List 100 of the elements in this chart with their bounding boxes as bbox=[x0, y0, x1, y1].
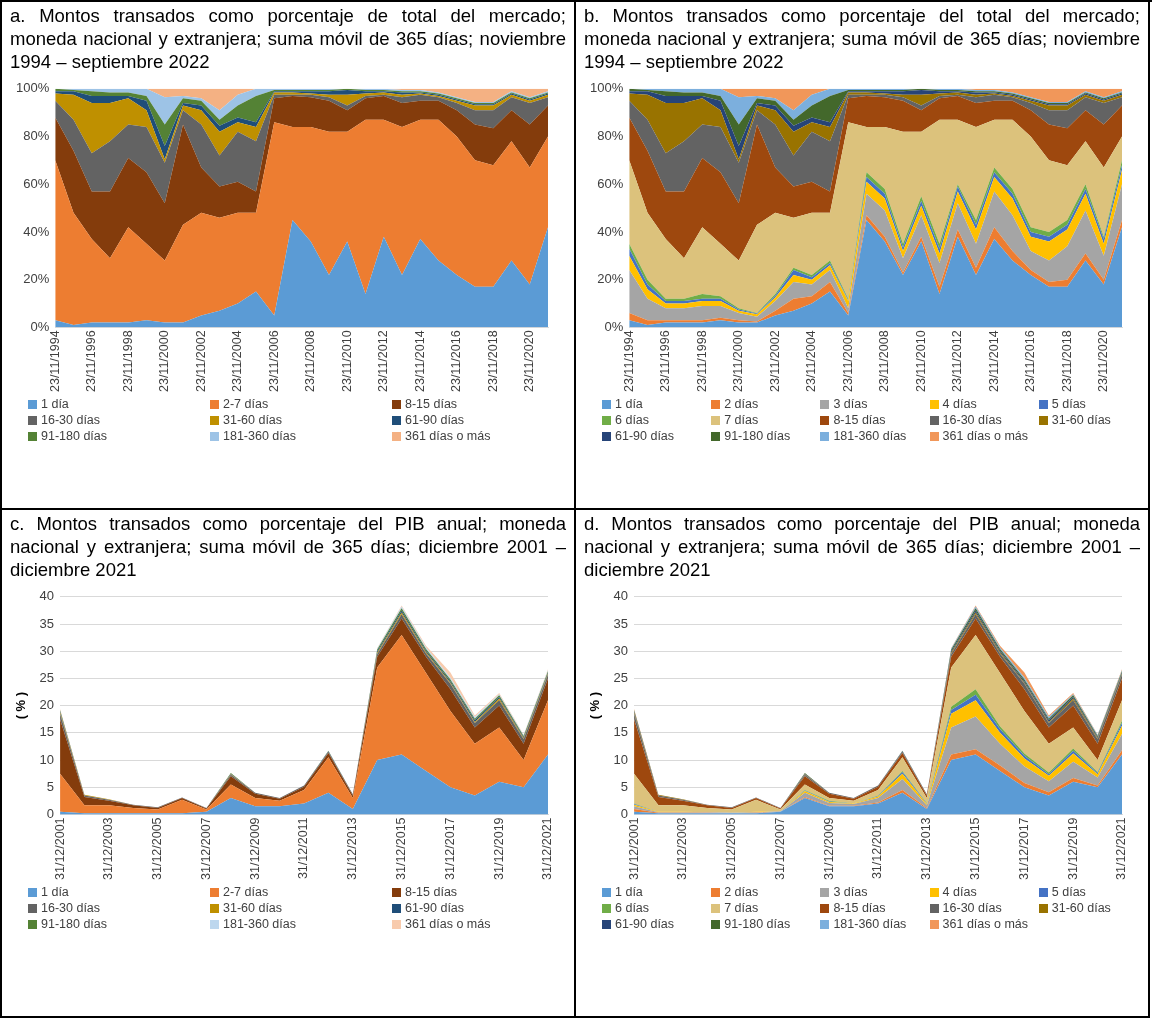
x-tick-label: 23/11/2018 bbox=[1059, 330, 1074, 393]
x-tick-label: 23/11/2018 bbox=[485, 330, 500, 393]
x-tick-label: 23/11/2012 bbox=[376, 330, 391, 393]
legend-label: 8-15 días bbox=[405, 397, 458, 411]
x-tick-label: 31/12/2009 bbox=[247, 817, 262, 880]
legend-label: 181-360 días bbox=[223, 917, 296, 931]
legend-label: 91-180 días bbox=[41, 917, 108, 931]
y-tick-label: 20 bbox=[39, 697, 55, 713]
legend-label: 16-30 días bbox=[942, 413, 1002, 427]
legend-label: 31-60 días bbox=[1051, 413, 1111, 427]
legend-label: 2-7 días bbox=[223, 397, 269, 411]
legend-label: 361 días o más bbox=[942, 917, 1029, 931]
x-tick-label: 31/12/2015 bbox=[968, 817, 983, 880]
legend-label: 16-30 días bbox=[41, 413, 101, 427]
y-tick-label: 5 bbox=[620, 778, 629, 794]
x-tick-label: 31/12/2011 bbox=[296, 817, 311, 880]
legend-label: 2 días bbox=[724, 397, 759, 411]
x-tick-label: 23/11/1996 bbox=[658, 330, 673, 393]
x-tick-label: 31/12/2019 bbox=[491, 817, 506, 880]
legend-label: 2 días bbox=[724, 885, 759, 899]
x-tick-label: 23/11/1994 bbox=[47, 330, 62, 393]
legend-label: 181-360 días bbox=[223, 429, 296, 443]
legend-label: 6 días bbox=[615, 901, 650, 915]
legend-label: 31-60 días bbox=[223, 413, 283, 427]
legend-label: 7 días bbox=[724, 413, 759, 427]
x-tick-label: 31/12/2021 bbox=[1114, 817, 1129, 880]
y-tick-label: 35 bbox=[39, 615, 55, 631]
x-tick-label: 31/12/2017 bbox=[442, 817, 457, 880]
legend-label: 61-90 días bbox=[615, 917, 675, 931]
y-tick-label: 30 bbox=[39, 642, 55, 658]
legend-label: 3 días bbox=[833, 397, 868, 411]
x-tick-label: 23/11/2006 bbox=[840, 330, 855, 393]
y-tick-label: 100% bbox=[16, 80, 50, 96]
x-tick-label: 31/12/2011 bbox=[870, 817, 885, 880]
legend-label: 8-15 días bbox=[405, 885, 458, 899]
chart-title: b. Montos transados como porcentaje del total del mercado; moneda nacional y extranjera; suma móvil de 365 días; noviembre 1994 – septiembre 2022 bbox=[584, 4, 1140, 73]
legend-label: 3 días bbox=[833, 885, 868, 899]
chart-title: d. Montos transados como porcentaje del PIB anual; moneda nacional y extranjera; suma móvil de 365 días; diciembre 2001 – diciembre 2021 bbox=[584, 512, 1140, 581]
legend-label: 7 días bbox=[724, 901, 759, 915]
x-tick-label: 23/11/2014 bbox=[986, 330, 1001, 393]
x-tick-label: 23/11/2004 bbox=[230, 330, 245, 393]
x-tick-label: 31/12/2007 bbox=[198, 817, 213, 880]
legend-label: 16-30 días bbox=[942, 901, 1002, 915]
y-tick-label: 40% bbox=[597, 223, 624, 239]
y-axis-title: ( % ) bbox=[13, 691, 29, 720]
x-tick-label: 23/11/1996 bbox=[84, 330, 99, 393]
x-tick-label: 23/11/2020 bbox=[522, 330, 537, 393]
y-tick-label: 100% bbox=[590, 80, 624, 96]
legend-label: 1 día bbox=[615, 397, 643, 411]
legend-label: 61-90 días bbox=[405, 413, 465, 427]
y-tick-label: 35 bbox=[613, 615, 629, 631]
legend-label: 4 días bbox=[942, 885, 977, 899]
x-tick-label: 23/11/2000 bbox=[157, 330, 172, 393]
y-tick-label: 5 bbox=[46, 778, 55, 794]
x-tick-label: 31/12/2019 bbox=[1065, 817, 1080, 880]
y-tick-label: 0% bbox=[30, 318, 50, 334]
y-tick-label: 15 bbox=[613, 724, 629, 740]
legend-label: 1 día bbox=[41, 397, 69, 411]
x-tick-label: 23/11/2008 bbox=[303, 330, 318, 393]
legend-label: 361 días o más bbox=[942, 429, 1029, 443]
x-tick-label: 31/12/2013 bbox=[345, 817, 360, 880]
y-tick-label: 30 bbox=[613, 642, 629, 658]
x-tick-label: 23/11/2006 bbox=[266, 330, 281, 393]
x-tick-label: 23/11/2002 bbox=[193, 330, 208, 393]
x-tick-label: 31/12/2013 bbox=[919, 817, 934, 880]
x-tick-label: 31/12/2007 bbox=[772, 817, 787, 880]
legend-label: 61-90 días bbox=[405, 901, 465, 915]
x-tick-label: 23/11/1998 bbox=[120, 330, 135, 393]
y-tick-label: 0 bbox=[46, 806, 55, 822]
x-tick-label: 23/11/2016 bbox=[1023, 330, 1038, 393]
legend-label: 361 días o más bbox=[405, 917, 491, 931]
y-tick-label: 60% bbox=[23, 175, 50, 191]
x-tick-label: 31/12/2009 bbox=[821, 817, 836, 880]
x-tick-label: 23/11/2014 bbox=[412, 330, 427, 393]
legend-label: 181-360 días bbox=[833, 429, 907, 443]
x-tick-label: 31/12/2001 bbox=[626, 817, 641, 880]
y-axis-title: ( % ) bbox=[587, 691, 603, 720]
legend-label: 361 días o más bbox=[405, 429, 491, 443]
legend-label: 1 día bbox=[615, 885, 643, 899]
y-tick-label: 20 bbox=[613, 697, 629, 713]
legend-label: 91-180 días bbox=[41, 429, 108, 443]
y-tick-label: 40 bbox=[39, 588, 55, 604]
legend-label: 2-7 días bbox=[223, 885, 269, 899]
y-tick-label: 60% bbox=[597, 175, 624, 191]
x-tick-label: 31/12/2005 bbox=[724, 817, 739, 880]
x-tick-label: 31/12/2005 bbox=[150, 817, 165, 880]
legend-label: 61-90 días bbox=[615, 429, 675, 443]
chart-title: c. Montos transados como porcentaje del PIB anual; moneda nacional y extranjera; suma móvil de 365 días; diciembre 2001 – diciembre 2021 bbox=[10, 512, 566, 581]
y-tick-label: 20% bbox=[23, 271, 50, 287]
y-tick-label: 15 bbox=[39, 724, 55, 740]
x-tick-label: 23/11/2010 bbox=[339, 330, 354, 393]
x-tick-label: 31/12/2017 bbox=[1016, 817, 1031, 880]
x-tick-label: 23/11/1994 bbox=[621, 330, 636, 393]
x-tick-label: 23/11/2008 bbox=[877, 330, 892, 393]
y-tick-label: 20% bbox=[597, 271, 624, 287]
y-tick-label: 40 bbox=[613, 588, 629, 604]
legend-label: 91-180 días bbox=[724, 917, 791, 931]
legend-label: 5 días bbox=[1051, 397, 1086, 411]
y-tick-label: 0% bbox=[604, 318, 624, 334]
y-tick-label: 0 bbox=[620, 806, 629, 822]
